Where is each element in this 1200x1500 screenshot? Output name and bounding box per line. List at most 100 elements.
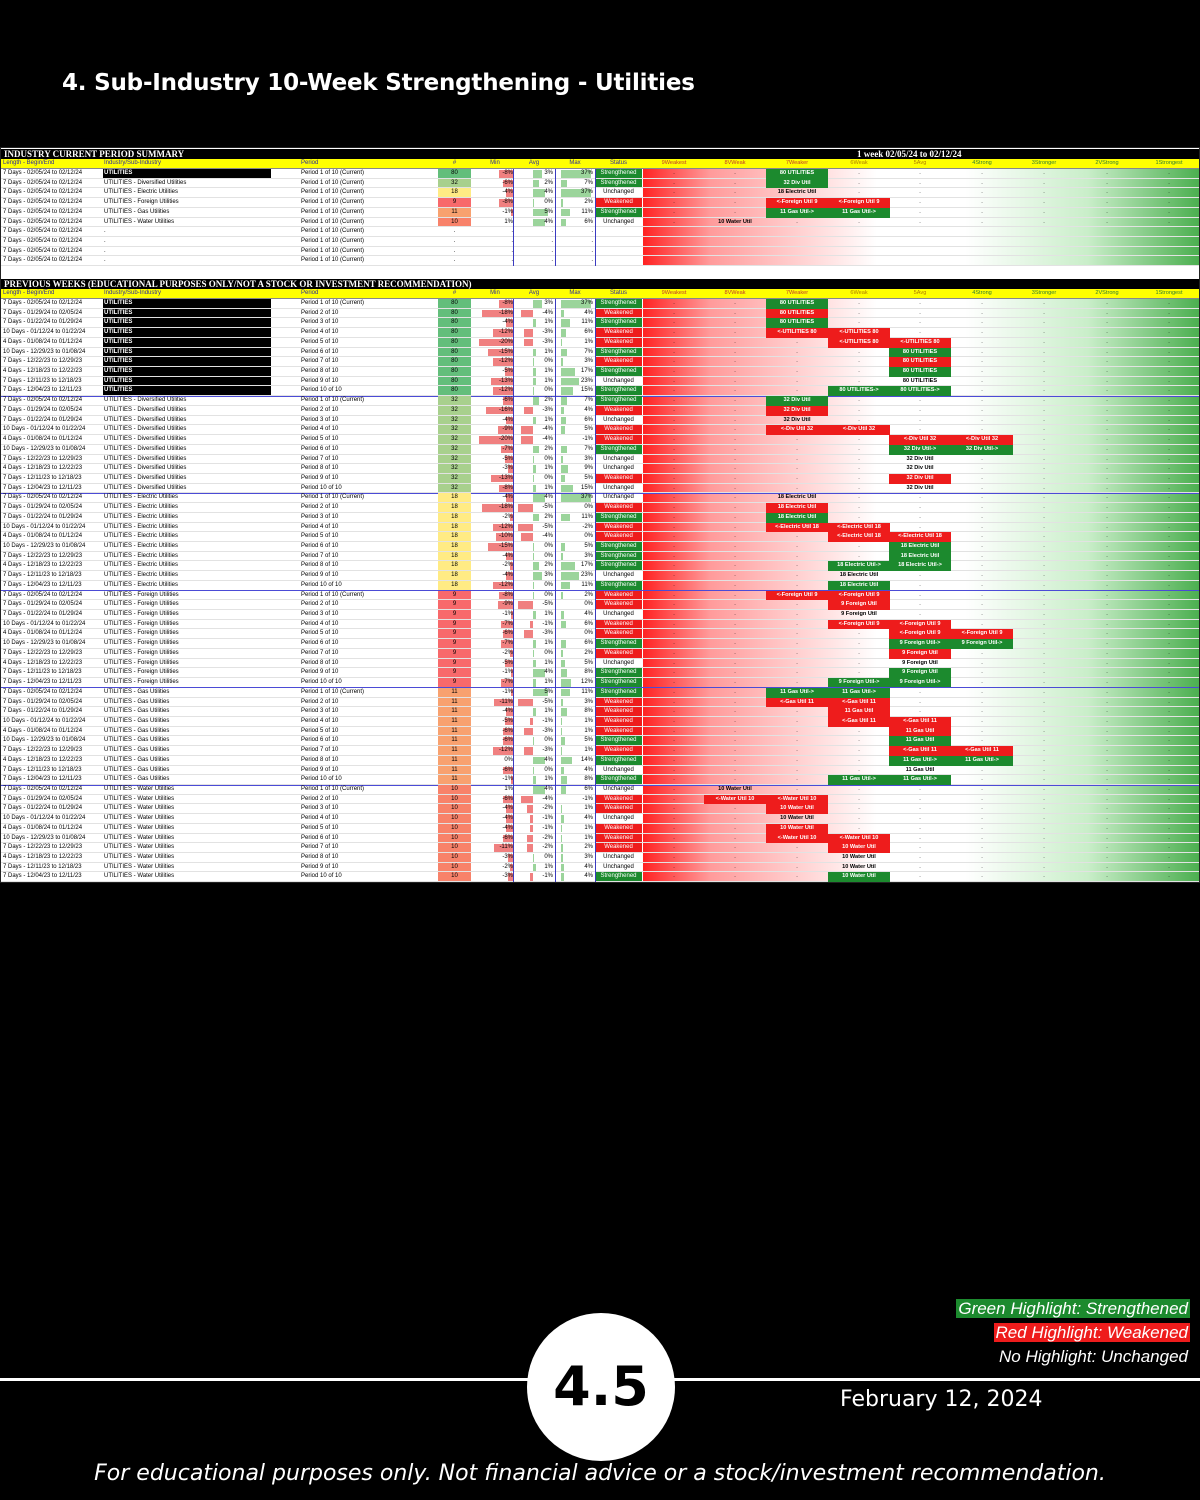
status-badge: Unchanged — [603, 465, 634, 472]
min-bar — [482, 309, 513, 318]
rank-cell-r1: . — [1168, 208, 1170, 215]
rank-cell-r7: . — [796, 377, 798, 384]
avg-value: 0% — [544, 766, 553, 773]
rank-cell-r3: . — [1043, 309, 1045, 316]
rank-cell-r9: . — [673, 815, 675, 822]
industry-cell: UTILITIES - Diversified Utilities — [104, 406, 187, 413]
avg-value: -2% — [542, 844, 553, 851]
max-cell: 7% — [557, 348, 595, 357]
rank-cell-r3: . — [1043, 494, 1045, 501]
rank-cell-r4: . — [981, 319, 983, 326]
min-cell: 1% — [477, 218, 515, 227]
count-cell: 80 — [438, 386, 471, 396]
period-cell: Period 1 of 10 (Current) — [301, 170, 365, 176]
rank-cell-r1: . — [1168, 199, 1170, 206]
max-value: 1% — [584, 717, 593, 724]
period-cell: Period 10 of 10 — [301, 679, 342, 686]
count-cell: 18 — [438, 512, 471, 522]
rank-cell-r4: . — [981, 854, 983, 861]
max-cell: 6% — [557, 785, 595, 794]
rank-cell-r9: . — [673, 179, 675, 186]
industry-cell: . — [104, 228, 106, 235]
period-cell: Period 4 of 10 — [301, 426, 339, 433]
rank-cell-r7: . — [796, 338, 798, 345]
min-cell: -12% — [477, 328, 515, 337]
rank-cell-r8: . — [734, 611, 736, 618]
min-bar — [506, 189, 513, 197]
avg-bar — [530, 873, 533, 881]
rank-cell-r5: . — [919, 329, 921, 336]
min-bar — [506, 815, 513, 823]
rank-cell-r9: . — [673, 727, 675, 734]
column-header-row: Length - Begin/End Industry/Sub-Industry P… — [1, 289, 1199, 299]
length-cell: 7 Days - 02/05/24 to 02/12/24 — [3, 591, 83, 598]
max-value: . — [591, 238, 593, 245]
rank-cell-r6: . — [858, 416, 860, 423]
avg-value: -3% — [542, 630, 553, 637]
rank-cell-r3: . — [1043, 368, 1045, 375]
rank-cell-r1: . — [1168, 601, 1170, 608]
avg-cell: 4% — [515, 785, 555, 794]
rank-cell-r7: 80 UTILITIES — [766, 169, 828, 179]
length-cell: 7 Days - 12/11/23 to 12/18/23 — [3, 863, 82, 870]
status-badge: Unchanged — [603, 611, 634, 618]
rank-cell-r2: . — [1106, 679, 1108, 686]
table-row: 10 Days - 12/29/23 to 01/08/24 UTILITIES … — [1, 444, 1199, 455]
rank-cell-r5: . — [919, 786, 921, 792]
table-row: 4 Days - 12/18/23 to 12/22/23 UTILITIES -… — [1, 561, 1199, 572]
max-cell: 4% — [557, 610, 595, 619]
industry-cell: UTILITIES - Foreign Utilities — [104, 669, 179, 676]
industry-cell: UTILITIES - Gas Utilities — [104, 698, 170, 705]
rank-cell-r7: <-Foreign Util 9 — [766, 590, 828, 601]
rank-cell-r6: . — [858, 319, 860, 326]
max-bar — [561, 679, 571, 687]
period-cell: Period 1 of 10 (Current) — [301, 218, 365, 225]
rank-cell-r4: . — [981, 513, 983, 520]
count-cell: 11 — [438, 746, 471, 755]
rank-cell-r6: . — [858, 465, 860, 472]
group-separator — [1, 784, 1199, 786]
max-value: 1% — [584, 338, 593, 345]
avg-cell: 1% — [515, 707, 555, 716]
rank-cell-r6: . — [858, 543, 860, 549]
rank-cell-r4: 11 Gas Util-> — [951, 755, 1013, 766]
max-bar — [561, 747, 562, 755]
avg-bar — [533, 737, 534, 745]
table-row: 7 Days - 02/05/24 to 02/12/24. Period 1 o… — [1, 237, 1199, 247]
avg-value: -3% — [542, 329, 553, 336]
rank-cell-r1: . — [1168, 747, 1170, 754]
rank-gradient — [643, 169, 1199, 267]
rank-cell-r2: . — [1106, 338, 1108, 345]
previous-title: PREVIOUS WEEKS (EDUCATIONAL PURPOSES ONL… — [4, 279, 472, 289]
period-cell: Period 1 of 10 (Current) — [301, 228, 365, 235]
avg-bar — [533, 208, 548, 217]
period-cell: Period 6 of 10 — [301, 445, 339, 452]
avg-value: -2% — [542, 805, 553, 812]
rank-cell-r9: . — [673, 348, 675, 355]
min-cell: -6% — [477, 629, 515, 638]
rank-cell-r4: <-Gas Util 11 — [951, 746, 1013, 756]
avg-bar — [530, 717, 533, 726]
rank-cell-r2: . — [1106, 776, 1108, 783]
length-cell: 7 Days - 02/05/24 to 02/12/24 — [3, 247, 83, 254]
avg-cell: 4% — [515, 668, 555, 677]
status-badge — [595, 247, 642, 256]
rank-cell-r4: . — [981, 358, 983, 365]
industry-cell: UTILITIES - Gas Utilities — [104, 747, 170, 754]
rank-cell-r1: . — [1168, 854, 1170, 861]
max-bar — [561, 484, 573, 493]
max-cell: 0% — [557, 532, 595, 541]
rank-cell-r3: . — [1043, 562, 1045, 569]
count-cell: 11 — [438, 755, 471, 765]
rank-cell-r3: . — [1043, 338, 1045, 345]
column-guide — [595, 169, 596, 267]
col-header-rank: 3Stronger — [1031, 160, 1057, 166]
rank-cell-r4: . — [981, 679, 983, 686]
max-bar — [561, 756, 573, 765]
min-value: -4% — [502, 815, 513, 822]
period-cell: Period 9 of 10 — [301, 474, 339, 481]
avg-cell: 4% — [515, 218, 555, 227]
max-cell: 11% — [557, 688, 595, 697]
avg-value: 1% — [544, 348, 553, 355]
status-badge: Weakened — [595, 697, 642, 707]
